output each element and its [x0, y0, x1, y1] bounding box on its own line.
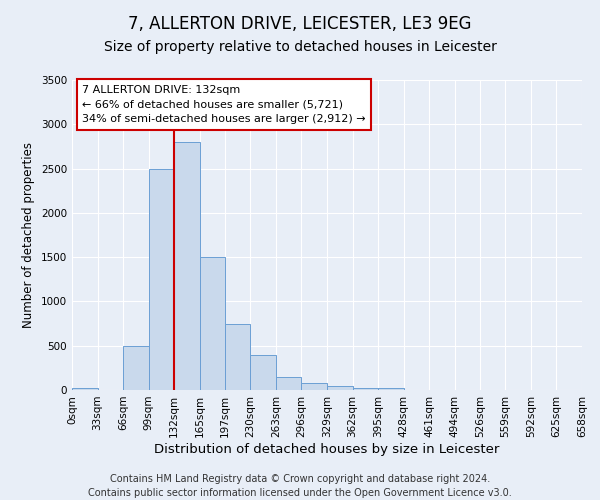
Bar — [327, 386, 353, 390]
Bar — [200, 257, 224, 390]
Text: Contains HM Land Registry data © Crown copyright and database right 2024.
Contai: Contains HM Land Registry data © Crown c… — [88, 474, 512, 498]
Text: 7, ALLERTON DRIVE, LEICESTER, LE3 9EG: 7, ALLERTON DRIVE, LEICESTER, LE3 9EG — [128, 15, 472, 33]
Bar — [378, 388, 404, 390]
Y-axis label: Number of detached properties: Number of detached properties — [22, 142, 35, 328]
Bar — [123, 346, 149, 390]
Bar — [224, 324, 250, 390]
Bar — [301, 384, 327, 390]
Bar — [175, 142, 200, 390]
Bar — [353, 388, 378, 390]
Text: 7 ALLERTON DRIVE: 132sqm
← 66% of detached houses are smaller (5,721)
34% of sem: 7 ALLERTON DRIVE: 132sqm ← 66% of detach… — [82, 84, 366, 124]
Text: Size of property relative to detached houses in Leicester: Size of property relative to detached ho… — [104, 40, 496, 54]
Bar — [276, 376, 301, 390]
Bar — [72, 388, 98, 390]
Bar — [149, 168, 175, 390]
X-axis label: Distribution of detached houses by size in Leicester: Distribution of detached houses by size … — [154, 442, 500, 456]
Bar — [250, 354, 276, 390]
